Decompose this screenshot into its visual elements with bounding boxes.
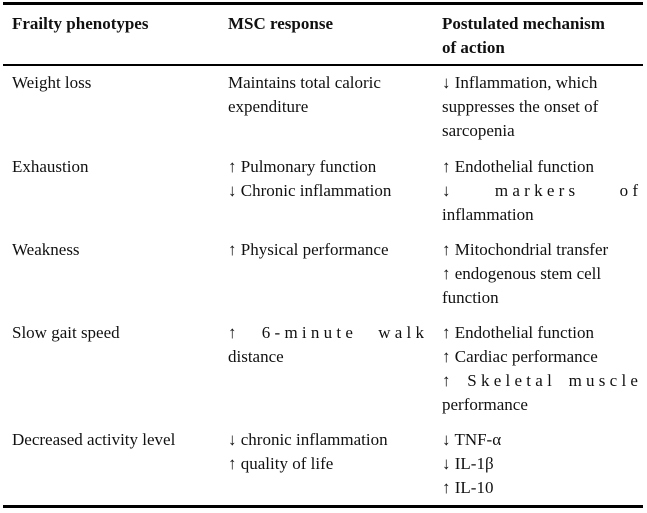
word: ↑	[228, 323, 237, 342]
mechanism-line: ↑ Mitochondrial transfer	[442, 240, 609, 259]
response-line: ↑ Physical performance	[228, 240, 389, 259]
header-mechanism-line1: Postulated mechanism	[442, 14, 605, 33]
mechanism-line: sarcopenia	[442, 121, 515, 140]
table-header-rule	[3, 64, 643, 66]
mechanism-line: function	[442, 288, 499, 307]
mechanism-line: inflammation	[442, 205, 534, 224]
mechanism-line: ↓ Inflammation, which	[442, 73, 598, 92]
word: o f	[619, 181, 638, 200]
word: 6 - m i n u t e	[261, 323, 353, 342]
response-line: distance	[228, 347, 284, 366]
mechanism-line: performance	[442, 395, 528, 414]
header-frailty-phenotypes: Frailty phenotypes	[12, 14, 149, 33]
header-mechanism-line2: of action	[442, 38, 505, 57]
word: S k e l e t a l	[467, 371, 552, 390]
phenotype-cell: Weakness	[12, 240, 80, 259]
mechanism-line-justified: ↑ S k e l e t a l m u s c l e	[442, 369, 638, 393]
word: m a r k e r s	[494, 181, 576, 200]
phenotype-cell: Slow gait speed	[12, 323, 120, 342]
response-line: expenditure	[228, 97, 309, 116]
word: ↑	[442, 371, 451, 390]
mechanism-line: ↑ endogenous stem cell	[442, 264, 602, 283]
mechanism-line: ↑ IL-10	[442, 478, 494, 497]
mechanism-line: ↑ Endothelial function	[442, 323, 595, 342]
response-line: ↓ chronic inflammation	[228, 430, 388, 449]
mechanism-line: ↓ TNF-α	[442, 430, 502, 449]
table-top-rule	[3, 2, 643, 5]
mechanism-line: ↑ Endothelial function	[442, 157, 595, 176]
table-bottom-rule	[3, 505, 643, 508]
header-msc-response: MSC response	[228, 14, 333, 33]
mechanism-line: ↓ IL-1β	[442, 454, 494, 473]
response-line: ↑ Pulmonary function	[228, 157, 377, 176]
response-line: Maintains total caloric	[228, 73, 381, 92]
word: w a l k	[378, 323, 424, 342]
word: ↓	[442, 181, 451, 200]
mechanism-line-justified: ↓ m a r k e r s o f	[442, 179, 638, 203]
mechanism-line: suppresses the onset of	[442, 97, 599, 116]
response-line: ↓ Chronic inflammation	[228, 181, 392, 200]
phenotype-cell: Weight loss	[12, 73, 92, 92]
response-line: ↑ quality of life	[228, 454, 334, 473]
word: m u s c l e	[568, 371, 638, 390]
phenotype-cell: Exhaustion	[12, 157, 89, 176]
mechanism-line: ↑ Cardiac performance	[442, 347, 598, 366]
phenotype-cell: Decreased activity level	[12, 430, 176, 449]
response-line-justified: ↑ 6 - m i n u t e w a l k	[228, 321, 424, 345]
